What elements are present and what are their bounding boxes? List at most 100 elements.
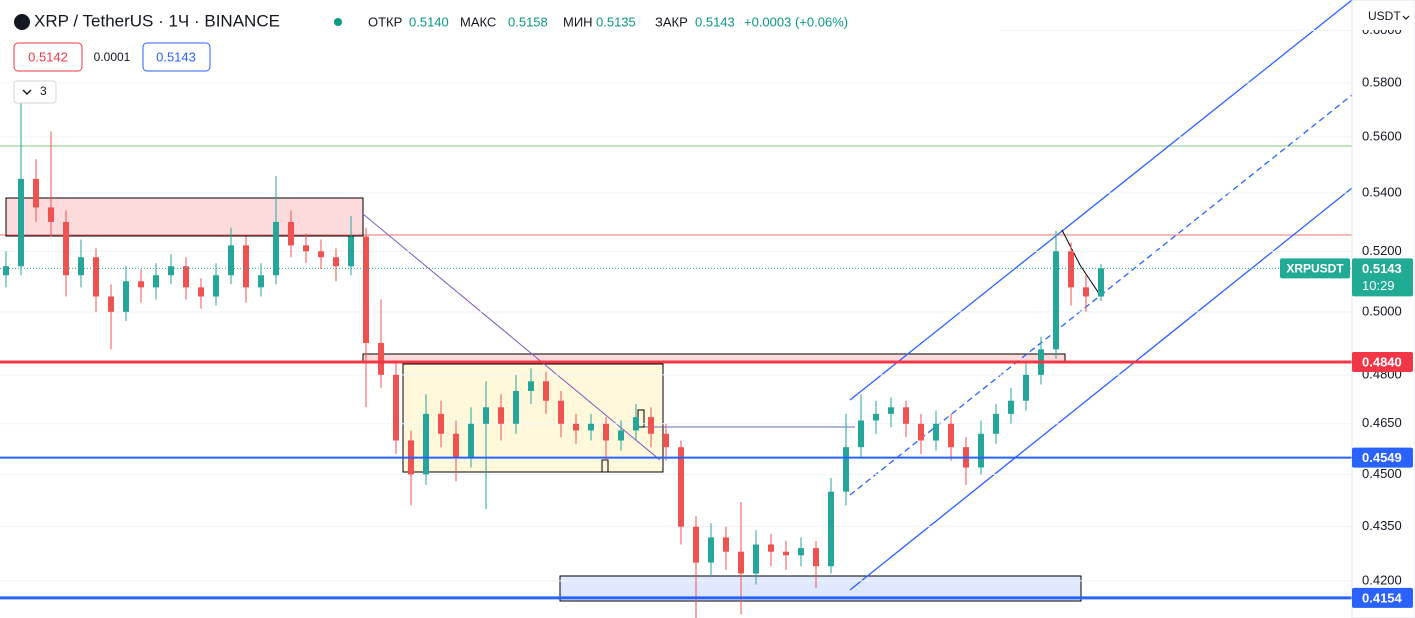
candle-body — [1083, 287, 1089, 297]
candle-body — [873, 413, 879, 421]
ohlc-label: ОТКР — [368, 14, 402, 29]
candle-body — [393, 374, 399, 441]
candle-body — [333, 257, 339, 267]
candle-body — [663, 433, 669, 448]
candle-body — [243, 245, 249, 288]
currency-button[interactable] — [1358, 4, 1412, 30]
candle-body — [348, 236, 354, 267]
y-tick-label: 0.4350 — [1362, 518, 1402, 533]
candle-body — [168, 266, 174, 276]
candle-body — [183, 266, 189, 288]
candle-body — [603, 423, 609, 441]
candle-body — [768, 544, 774, 552]
candle-body — [948, 423, 954, 448]
candle-body — [213, 275, 219, 297]
last-price-tag — [1352, 258, 1413, 297]
ohlc-value: 0.5158 — [508, 14, 548, 29]
candle-body — [498, 407, 504, 424]
candle-body — [438, 413, 444, 434]
candle-body — [48, 207, 54, 222]
countdown: 10:29 — [1362, 278, 1395, 293]
drawings — [0, 0, 1353, 602]
candle-body — [903, 407, 909, 424]
candle-body — [828, 491, 834, 567]
buy-button[interactable] — [142, 42, 211, 72]
spread: 0.0001 — [94, 50, 131, 64]
ohlc-label: МИН — [563, 14, 593, 29]
candle-body — [693, 526, 699, 563]
ohlc-value: 0.5143 — [695, 14, 735, 29]
candle-body — [708, 537, 714, 563]
candle-body — [198, 287, 204, 297]
price-tag-label: 0.4549 — [1362, 450, 1402, 465]
candle-body — [753, 544, 759, 574]
candle-body — [588, 423, 594, 431]
price-tag-label: 0.4840 — [1362, 354, 1402, 369]
plot — [0, 30, 1352, 618]
symbol-logo — [14, 14, 30, 30]
indicators-count[interactable]: 3 — [40, 84, 47, 98]
price-axis-labels: 0.60000.58000.56000.54000.52000.50000.48… — [1280, 22, 1413, 608]
candle-body — [378, 343, 384, 375]
candle-body — [78, 257, 84, 276]
candle-body — [258, 275, 264, 288]
header: XRP / TetherUS · 1Ч · BINANCE ОТКР 0.514… — [0, 0, 1412, 104]
symbol-tag-label: XRPUSDT — [1286, 262, 1344, 276]
candle-body — [288, 221, 294, 246]
ohlc-label: МАКС — [460, 14, 496, 29]
candle-body — [273, 221, 279, 276]
candle-body — [123, 281, 129, 312]
candle-body — [228, 245, 234, 276]
candle-body — [843, 447, 849, 492]
y-tick-label: 0.4650 — [1362, 415, 1402, 430]
ohlc-value: 0.5135 — [596, 14, 636, 29]
ohlc-label: ЗАКР — [655, 14, 688, 29]
y-tick-label: 0.5200 — [1362, 243, 1402, 258]
candle-body — [783, 551, 789, 556]
candle-body — [888, 407, 894, 414]
buy-price[interactable]: 0.5143 — [156, 49, 196, 64]
symbol-title: XRP / TetherUS · 1Ч · BINANCE — [34, 11, 280, 30]
y-tick-label: 0.4500 — [1362, 466, 1402, 481]
candle-body — [3, 266, 9, 276]
candle-body — [1008, 400, 1014, 414]
candle-body — [423, 413, 429, 475]
sell-button[interactable] — [13, 42, 83, 72]
sell-price[interactable]: 0.5142 — [28, 49, 68, 64]
indicators-toggle[interactable] — [13, 80, 57, 104]
candle-body — [798, 548, 804, 556]
ohlc-value: 0.5140 — [409, 14, 449, 29]
price-tag — [1352, 587, 1413, 608]
candle-body — [1023, 374, 1029, 401]
last-price-label: 0.5143 — [1362, 261, 1402, 276]
y-tick-label: 0.5000 — [1362, 303, 1402, 318]
currency[interactable]: USDT — [1368, 9, 1401, 23]
candle-body — [558, 400, 564, 424]
candle-body — [453, 433, 459, 458]
candle-body — [483, 407, 489, 424]
candle-body — [528, 381, 534, 391]
candle-body — [618, 430, 624, 441]
candle-body — [633, 417, 639, 431]
candle-body — [543, 381, 549, 401]
candle-body — [993, 413, 999, 434]
change: +0.0003 (+0.06%) — [744, 14, 848, 29]
candle-body — [1068, 251, 1074, 288]
candle-body — [858, 420, 864, 448]
candle-body — [723, 537, 729, 552]
candle-body — [33, 178, 39, 208]
candle-body — [363, 236, 369, 344]
candle-body — [318, 251, 324, 258]
candle-body — [978, 433, 984, 468]
candle-body — [573, 423, 579, 431]
y-tick-label: 0.5600 — [1362, 128, 1402, 143]
candle-body — [108, 296, 114, 312]
candle-body — [138, 281, 144, 288]
symbol-tag — [1280, 258, 1350, 279]
price-tag — [1352, 352, 1413, 373]
candle-body — [678, 447, 684, 527]
candle-body — [738, 551, 744, 574]
candle-body — [813, 548, 819, 567]
price-tag-label: 0.4154 — [1362, 590, 1403, 605]
